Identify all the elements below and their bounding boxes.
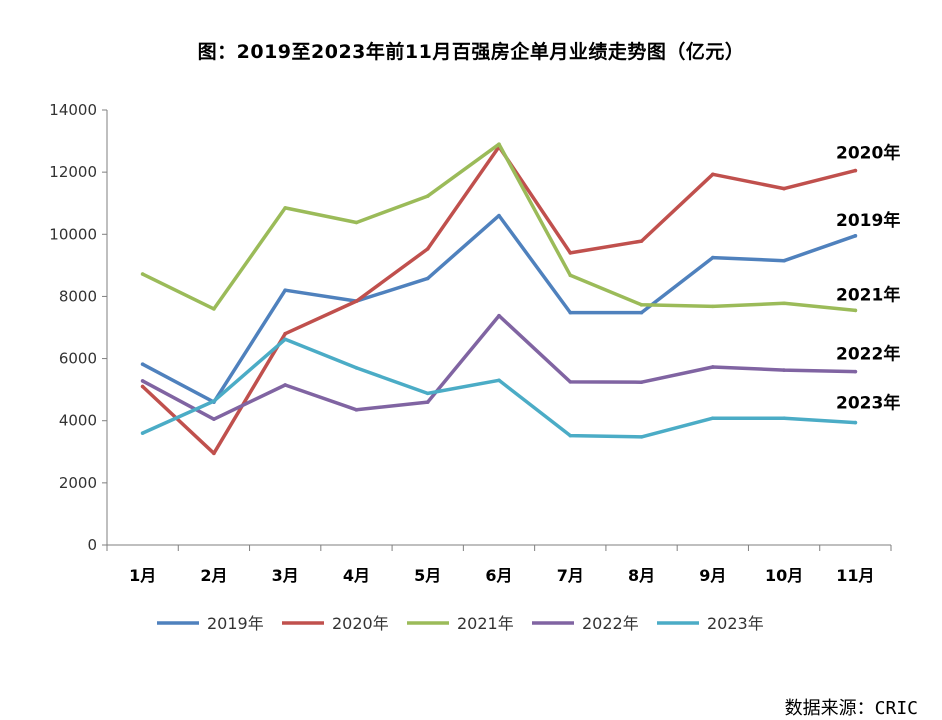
chart-title: 图：2019至2023年前11月百强房企单月业绩走势图（亿元） — [197, 41, 745, 63]
data-point — [711, 304, 715, 309]
data-point — [568, 310, 573, 315]
data-point — [212, 451, 216, 456]
data-point — [782, 301, 786, 306]
series-end-label: 2020年 — [836, 143, 900, 164]
x-tick-label: 11月 — [836, 566, 874, 585]
data-point — [140, 272, 145, 276]
data-point — [425, 391, 430, 396]
x-tick-label: 9月 — [699, 566, 726, 585]
data-point — [283, 331, 287, 336]
data-point — [283, 206, 287, 210]
data-point — [140, 384, 145, 389]
x-tick-label: 5月 — [414, 566, 441, 585]
data-point — [639, 239, 644, 243]
data-point — [140, 379, 145, 383]
data-point — [568, 273, 573, 278]
data-point — [853, 420, 858, 425]
chart-legend: 2019年 2020年 2021年 2022年 2023年 — [157, 614, 764, 633]
data-point — [497, 213, 501, 218]
series-line-2021 — [140, 142, 858, 313]
data-point — [283, 383, 287, 387]
x-axis-ticks: 1月 2月 3月 4月 5月 6月 7月 8月 9月 10月 11月 — [106, 545, 892, 585]
data-point — [853, 308, 858, 313]
data-point — [711, 416, 715, 421]
x-tick-label: 3月 — [272, 566, 299, 585]
y-tick-label: 0 — [87, 536, 97, 554]
data-point — [212, 417, 216, 421]
data-source-note: 数据来源：CRIC — [784, 698, 918, 719]
x-tick-label: 7月 — [557, 566, 584, 585]
y-tick-label: 4000 — [59, 412, 97, 430]
data-point — [425, 276, 430, 281]
legend-label: 2019年 — [207, 614, 264, 633]
data-point — [639, 435, 644, 439]
y-tick-label: 14000 — [49, 101, 97, 119]
data-point — [711, 255, 715, 260]
data-point — [853, 369, 858, 374]
x-tick-label: 10月 — [765, 566, 803, 585]
data-point — [497, 313, 501, 318]
data-point — [711, 172, 715, 177]
data-point — [782, 258, 786, 263]
data-point — [568, 380, 573, 384]
data-point — [354, 220, 359, 225]
data-point — [711, 365, 715, 369]
x-tick-label: 2月 — [200, 566, 227, 585]
data-point — [639, 380, 644, 384]
data-point — [425, 400, 430, 404]
legend-label: 2023年 — [707, 614, 764, 633]
data-point — [354, 408, 359, 412]
data-point — [782, 186, 786, 191]
x-tick-label: 1月 — [129, 566, 156, 585]
data-point — [853, 168, 858, 173]
legend-label: 2022年 — [582, 614, 639, 633]
y-axis-ticks: 0 2000 4000 6000 8000 10000 12000 14000 — [49, 101, 107, 554]
data-point — [425, 247, 430, 251]
data-point — [354, 366, 359, 370]
data-point — [639, 303, 644, 307]
x-tick-label: 6月 — [485, 566, 512, 585]
series-end-label: 2021年 — [836, 284, 900, 305]
legend-label: 2021年 — [457, 614, 514, 633]
data-point — [853, 234, 858, 238]
series-end-label: 2022年 — [836, 344, 900, 365]
data-point — [639, 310, 644, 315]
data-point — [568, 251, 573, 255]
data-point — [425, 194, 430, 198]
y-tick-label: 6000 — [59, 350, 97, 368]
data-point — [212, 399, 216, 403]
data-point — [140, 431, 145, 435]
x-tick-label: 4月 — [343, 566, 370, 585]
series-line-2023 — [140, 337, 858, 439]
y-tick-label: 12000 — [49, 163, 97, 181]
data-point — [283, 288, 287, 293]
data-point — [497, 378, 501, 383]
series-line-2022 — [140, 313, 858, 421]
series-end-labels: 2019年 2020年 2021年 2022年 2023年 — [836, 143, 900, 414]
y-tick-label: 8000 — [59, 287, 97, 305]
data-point — [782, 368, 786, 372]
data-point — [140, 362, 145, 366]
y-tick-label: 2000 — [59, 474, 97, 492]
series-line-2019 — [140, 213, 858, 404]
chart-axes — [106, 110, 891, 546]
series-line-2020 — [140, 144, 858, 456]
data-point — [782, 416, 786, 421]
data-point — [568, 433, 573, 438]
data-point — [497, 142, 501, 146]
legend-label: 2020年 — [332, 614, 389, 633]
y-tick-label: 10000 — [49, 225, 97, 243]
data-point — [212, 307, 216, 311]
series-end-label: 2023年 — [836, 393, 900, 414]
x-tick-label: 8月 — [628, 566, 655, 585]
series-lines — [140, 142, 858, 456]
data-point — [283, 337, 287, 342]
data-point — [354, 299, 359, 303]
series-end-label: 2019年 — [836, 210, 900, 231]
